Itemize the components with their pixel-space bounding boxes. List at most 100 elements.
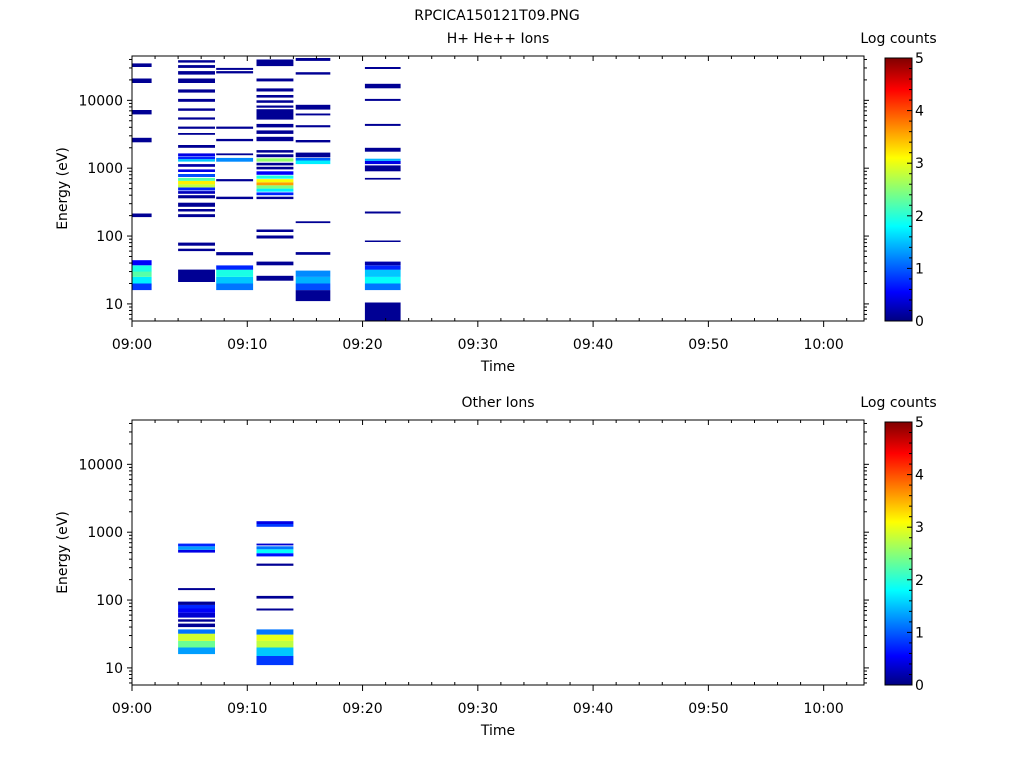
spectrogram-cell [256,95,294,98]
x-tick-label: 09:10 [227,701,267,717]
spectrogram-cell [216,196,254,200]
figure-title: RPCICA150121T09.PNG [414,8,579,24]
y-tick-label: 10 [105,297,123,313]
spectrogram-cell [178,108,215,111]
spectrogram-cell [178,133,215,135]
spectrogram-cell [256,171,294,175]
spectrogram-cell [256,100,294,103]
spectrogram-cell [178,209,215,212]
panel-title: H+ He++ Ions [447,31,550,47]
spectrogram-cell [295,152,331,158]
x-tick-label: 09:00 [112,701,152,717]
spectrogram-cell [178,169,215,172]
spectrogram-cell [295,290,331,302]
spectrogram-cell [256,88,294,92]
spectrogram-cell [364,261,401,266]
x-tick-label: 09:40 [573,337,613,353]
spectrogram-cell [256,188,294,192]
colorbar-tick-label: 2 [915,573,924,589]
spectrogram-cell [256,656,294,666]
spectrogram-cell [295,72,331,75]
colorbar-tick-label: 5 [915,51,924,67]
spectrogram-cell [256,154,294,158]
spectrogram-cell [216,67,254,70]
spectrogram-cell [364,302,401,321]
spectrogram-cell [295,221,331,224]
spectrogram-cell [178,187,215,191]
spectrogram-cell [178,145,215,148]
spectrogram-cell [178,180,215,185]
spectrogram-cell [132,137,152,143]
spectrogram-cell [256,123,294,128]
spectrogram-cell [256,640,294,648]
y-tick-label: 100 [96,593,123,609]
spectrogram-cell [256,229,294,232]
spectrogram-cell [178,174,215,177]
spectrogram-cell [178,619,215,622]
y-axis-label: Energy (eV) [55,147,71,230]
spectrogram-cell [256,175,294,179]
colorbar-tick-label: 4 [915,468,924,484]
spectrogram-cell [256,563,294,566]
spectrogram-cell [256,136,294,142]
spectrogram-cell [216,153,254,156]
spectrogram-cell [216,269,254,277]
colorbar-tick-label: 4 [915,104,924,120]
spectrogram-cell [364,211,401,214]
spectrogram-cell [178,156,215,160]
colorbar-label: Log counts [860,395,936,411]
spectrogram-cell [256,162,294,166]
spectrogram-cell [216,179,254,182]
spectrogram-cell [364,67,401,69]
spectrogram-cell [256,182,294,186]
spectrogram-cell [256,109,294,120]
spectrogram-cell [178,242,215,246]
spectrogram-cell [178,604,215,609]
spectrogram-cell [364,98,401,101]
y-tick-label: 10 [105,661,123,677]
colorbar-tick-label: 3 [915,156,924,172]
spectrogram-cell [178,549,215,553]
y-tick-label: 10000 [78,93,123,109]
spectrogram-cell [256,543,294,546]
x-tick-label: 09:20 [342,701,382,717]
colorbar-tick-label: 0 [915,678,924,694]
spectrogram-cell [364,83,401,89]
panel-title: Other Ions [461,395,534,411]
panel-other-ions: 09:00 09:10 09:20 09:30 09:40 09:50 10:0010100… [55,395,937,739]
spectrogram-cell [256,595,294,599]
spectrogram-cell [216,126,254,129]
spectrogram-cell [364,160,401,165]
x-tick-label: 09:10 [227,337,267,353]
spectrogram-cell [178,65,215,68]
panel-h-he-ions: 09:00 09:10 09:20 09:30 09:40 09:50 10:0010100… [55,31,937,375]
spectrogram-cell [364,240,401,242]
colorbar-tick-label: 5 [915,415,924,431]
spectrogram-cell [178,164,215,167]
x-tick-label: 09:40 [573,701,613,717]
spectrogram-cell [364,123,401,126]
spectrogram-cell [364,283,401,291]
spectrogram-cell [178,78,215,83]
spectrogram-cell [216,71,254,74]
spectrogram-cell [256,185,294,189]
spectrogram-cell [295,270,331,277]
spectrogram-cell [256,78,294,82]
colorbar-label: Log counts [860,31,936,47]
spectrogram-cell [178,612,215,618]
spectrogram-cell [132,63,152,67]
spectrogram-cell [178,623,215,628]
spectrogram-cell [178,71,215,75]
spectrogram-cell [178,195,215,199]
x-tick-label: 10:00 [803,701,843,717]
spectrogram-cell [132,260,152,266]
spectrogram-cell [216,283,254,291]
y-tick-label: 1000 [87,525,123,541]
spectrogram-cell [295,125,331,128]
spectrogram-cell [178,177,215,181]
spectrogram-cell [178,202,215,207]
spectrogram-cell [178,98,215,102]
spectrogram-cell [256,634,294,641]
colorbar [884,421,913,686]
